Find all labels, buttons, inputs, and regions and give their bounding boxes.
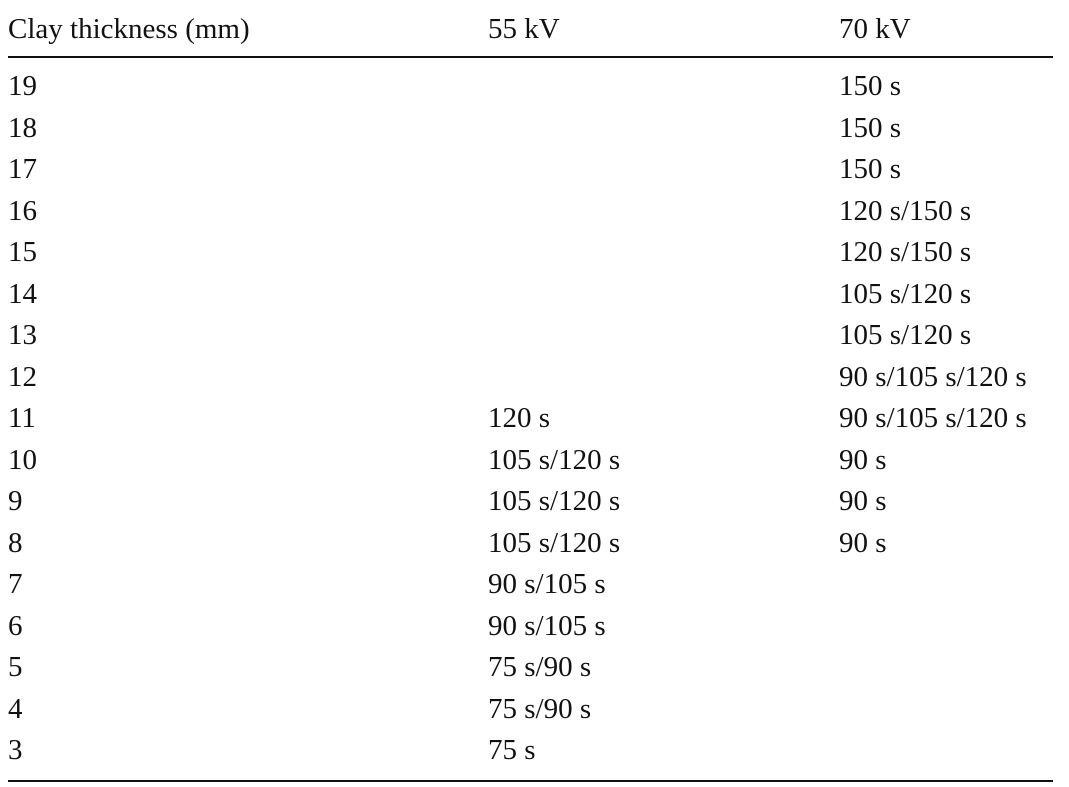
cell-70kv: 90 s/105 s/120 s bbox=[839, 402, 1027, 434]
cell-thickness: 9 bbox=[8, 485, 23, 517]
cell-70kv: 90 s bbox=[839, 443, 887, 476]
table-body: 19 150 s 18 150 s 17 150 s 16 120 s/150 … bbox=[8, 58, 1053, 782]
table-row: 9 105 s/120 s 90 s bbox=[8, 481, 1053, 523]
cell-thickness: 13 bbox=[8, 319, 37, 351]
cell-thickness: 3 bbox=[8, 734, 23, 766]
cell-55kv: 75 s/90 s bbox=[488, 692, 592, 725]
cell-thickness: 18 bbox=[8, 111, 37, 144]
table-row: 5 75 s/90 s bbox=[8, 647, 1053, 689]
table-header-row: Clay thickness (mm) 55 kV 70 kV bbox=[8, 0, 1053, 58]
table-row: 10 105 s/120 s 90 s bbox=[8, 440, 1053, 482]
cell-70kv: 105 s/120 s bbox=[839, 319, 972, 351]
table-row: 18 150 s bbox=[8, 108, 1053, 150]
cell-70kv: 90 s bbox=[839, 485, 887, 517]
header-55kv: 55 kV bbox=[488, 13, 560, 45]
header-clay-thickness: Clay thickness (mm) bbox=[8, 13, 250, 45]
cell-70kv: 150 s bbox=[839, 70, 902, 102]
cell-thickness: 8 bbox=[8, 526, 23, 559]
table-row: 17 150 s bbox=[8, 149, 1053, 191]
cell-thickness: 15 bbox=[8, 236, 37, 268]
exposure-time-table: Clay thickness (mm) 55 kV 70 kV 19 150 s… bbox=[8, 0, 1053, 782]
cell-thickness: 6 bbox=[8, 609, 23, 642]
cell-thickness: 17 bbox=[8, 153, 37, 185]
table-row: 6 90 s/105 s bbox=[8, 606, 1053, 648]
cell-55kv: 90 s/105 s bbox=[488, 568, 606, 600]
cell-thickness: 12 bbox=[8, 360, 37, 393]
table-row: 4 75 s/90 s bbox=[8, 689, 1053, 731]
cell-thickness: 19 bbox=[8, 70, 37, 102]
cell-55kv: 75 s bbox=[488, 734, 536, 766]
cell-70kv: 105 s/120 s bbox=[839, 277, 972, 310]
cell-thickness: 7 bbox=[8, 568, 23, 600]
table-row: 7 90 s/105 s bbox=[8, 564, 1053, 606]
cell-55kv: 120 s bbox=[488, 402, 551, 434]
cell-55kv: 105 s/120 s bbox=[488, 485, 621, 517]
table-row: 3 75 s bbox=[8, 730, 1053, 772]
header-70kv: 70 kV bbox=[839, 13, 911, 45]
cell-70kv: 150 s bbox=[839, 153, 902, 185]
cell-thickness: 10 bbox=[8, 443, 37, 476]
cell-55kv: 105 s/120 s bbox=[488, 526, 621, 559]
cell-70kv: 120 s/150 s bbox=[839, 194, 972, 227]
cell-thickness: 14 bbox=[8, 277, 37, 310]
table-row: 13 105 s/120 s bbox=[8, 315, 1053, 357]
cell-70kv: 150 s bbox=[839, 111, 902, 144]
cell-70kv: 90 s/105 s/120 s bbox=[839, 360, 1027, 393]
table-row: 19 150 s bbox=[8, 66, 1053, 108]
table-row: 16 120 s/150 s bbox=[8, 191, 1053, 233]
cell-70kv: 90 s bbox=[839, 526, 887, 559]
table-row: 12 90 s/105 s/120 s bbox=[8, 357, 1053, 399]
cell-55kv: 90 s/105 s bbox=[488, 609, 606, 642]
cell-70kv: 120 s/150 s bbox=[839, 236, 972, 268]
cell-55kv: 75 s/90 s bbox=[488, 651, 592, 683]
table-row: 14 105 s/120 s bbox=[8, 274, 1053, 316]
table-row: 15 120 s/150 s bbox=[8, 232, 1053, 274]
cell-55kv: 105 s/120 s bbox=[488, 443, 621, 476]
cell-thickness: 11 bbox=[8, 402, 36, 434]
cell-thickness: 16 bbox=[8, 194, 37, 227]
cell-thickness: 4 bbox=[8, 692, 23, 725]
cell-thickness: 5 bbox=[8, 651, 23, 683]
table-row: 8 105 s/120 s 90 s bbox=[8, 523, 1053, 565]
table-row: 11 120 s 90 s/105 s/120 s bbox=[8, 398, 1053, 440]
